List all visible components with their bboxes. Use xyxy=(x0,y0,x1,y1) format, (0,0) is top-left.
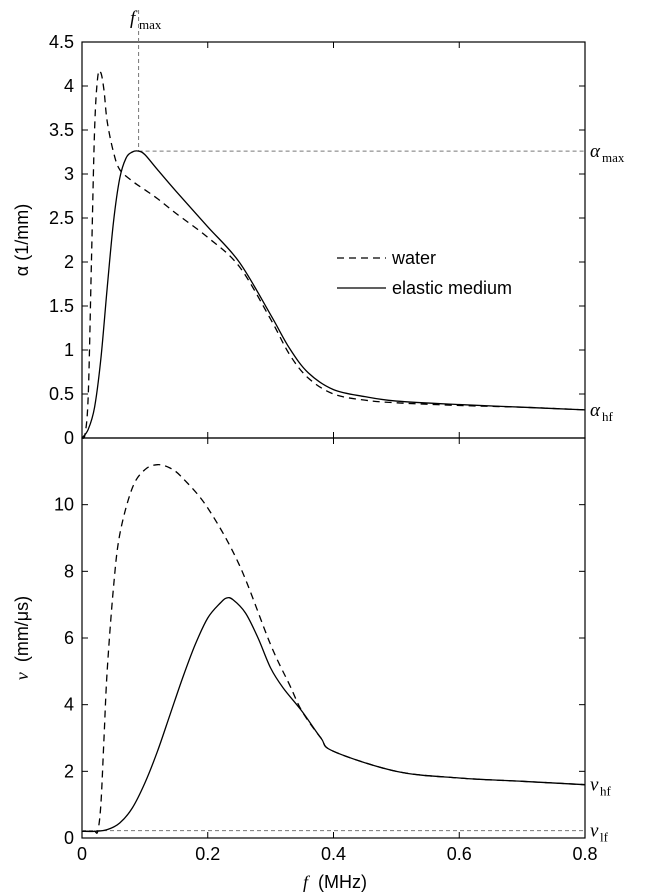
attenuation-ytick-label-4: 2 xyxy=(64,252,74,272)
velocity-ytick-label-3: 6 xyxy=(64,628,74,648)
attenuation-ytick-label-1: 0.5 xyxy=(49,384,74,404)
attenuation-ytick-label-2: 1 xyxy=(64,340,74,360)
velocity-ytick-label-1: 2 xyxy=(64,761,74,781)
x-tick-label-2: 0.4 xyxy=(321,844,346,864)
velocity-series-elastic-medium xyxy=(81,596,586,833)
alpha-max-label-main: α xyxy=(590,141,601,162)
fmax-label: f max xyxy=(130,8,162,32)
alpha-hf-label-main: α xyxy=(590,400,601,421)
attenuation-axes-frame xyxy=(81,41,586,439)
v-lf-label: v lf xyxy=(590,821,609,845)
alpha-hf-label: α hf xyxy=(590,400,614,424)
velocity-series-water xyxy=(82,463,586,834)
velocity-y-axis-label-text: v (mm/μs) xyxy=(12,596,32,680)
v-lf-label-main: v xyxy=(590,821,599,842)
velocity-y-axis-unit: (mm/μs) xyxy=(12,596,32,662)
attenuation-series xyxy=(81,69,586,439)
x-tick-label-1: 0.2 xyxy=(195,844,220,864)
velocity-ytick-label-5: 10 xyxy=(54,495,74,515)
attenuation-ytick-label-9: 4.5 xyxy=(49,32,74,52)
legend: water elastic medium xyxy=(337,248,512,298)
attenuation-panel: 0 0.5 1 1.5 2 2.5 3 3.5 4 4.5 α (1/mm) water elas… xyxy=(12,8,625,448)
velocity-y-axis-symbol: v xyxy=(12,672,32,680)
attenuation-guides xyxy=(138,10,585,152)
velocity-axes-frame xyxy=(81,437,586,839)
attenuation-ytick-label-6: 3 xyxy=(64,164,74,184)
x-tick-label-4: 0.8 xyxy=(572,844,597,864)
fmax-label-sub: max xyxy=(139,17,162,32)
v-hf-label: v hf xyxy=(590,775,612,799)
legend-water-label: water xyxy=(391,248,436,268)
x-axis-symbol: f xyxy=(303,872,311,892)
attenuation-ytick-label-3: 1.5 xyxy=(49,296,74,316)
attenuation-ytick-label-7: 3.5 xyxy=(49,120,74,140)
x-tick-label-0: 0 xyxy=(77,844,87,864)
attenuation-series-elastic-medium xyxy=(81,150,586,439)
attenuation-ytick-label-0: 0 xyxy=(64,428,74,448)
alpha-max-label: α max xyxy=(590,141,625,165)
attenuation-y-axis-label: α (1/mm) xyxy=(12,204,32,276)
alpha-max-label-sub: max xyxy=(602,150,625,165)
v-hf-label-sub: hf xyxy=(600,784,612,799)
velocity-ytick-label-2: 4 xyxy=(64,695,74,715)
velocity-y-ticks: 0 2 4 6 8 10 xyxy=(54,495,585,848)
velocity-ytick-label-4: 8 xyxy=(64,561,74,581)
legend-elastic-label: elastic medium xyxy=(392,278,512,298)
x-tick-label-3: 0.6 xyxy=(447,844,472,864)
attenuation-ytick-label-8: 4 xyxy=(64,76,74,96)
velocity-y-axis-label: v (mm/μs) xyxy=(12,596,32,680)
x-axis-unit: (MHz) xyxy=(318,872,367,892)
alpha-hf-label-sub: hf xyxy=(602,409,614,424)
velocity-ytick-label-0: 0 xyxy=(64,828,74,848)
v-hf-label-main: v xyxy=(590,775,599,796)
attenuation-series-water xyxy=(81,69,586,439)
x-axis-label: f (MHz) xyxy=(303,872,367,892)
attenuation-ytick-label-5: 2.5 xyxy=(49,208,74,228)
fmax-label-main: f xyxy=(130,8,138,29)
v-lf-label-sub: lf xyxy=(600,830,609,845)
velocity-series xyxy=(81,463,586,834)
attenuation-y-ticks: 0 0.5 1 1.5 2 2.5 3 3.5 4 4.5 xyxy=(49,32,586,448)
velocity-x-ticks: 0 0.2 0.4 0.6 0.8 xyxy=(77,438,598,864)
